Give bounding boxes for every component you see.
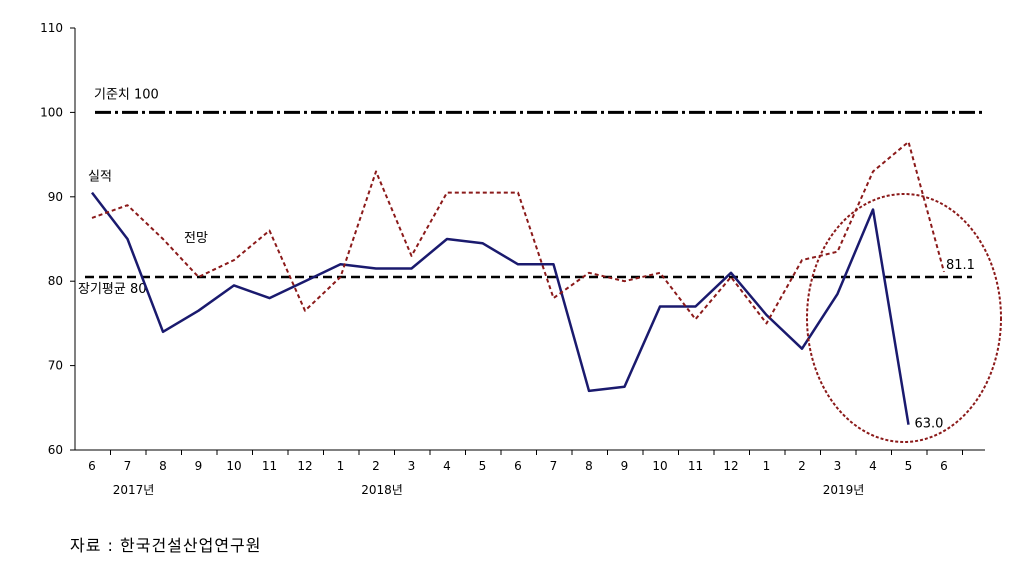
x-tick-label: 6: [940, 459, 948, 473]
year-label: 2018년: [361, 483, 403, 497]
y-axis: 60 70 80 90 100 110: [40, 21, 76, 457]
x-tick-label: 2: [372, 459, 380, 473]
x-tick-label: 11: [262, 459, 277, 473]
reference-lines: 기준치 100 장기평균 80: [78, 87, 982, 297]
x-tick-label: 3: [834, 459, 842, 473]
x-tick-label: 1: [337, 459, 345, 473]
series-line-실적: [91, 191, 910, 425]
x-tick-label: 4: [869, 459, 877, 473]
highlight-ellipse: [806, 193, 1002, 443]
x-tick-label: 6: [514, 459, 522, 473]
x-tick-label: 7: [550, 459, 558, 473]
y-tick-label: 110: [40, 21, 63, 35]
series-label: 전망: [184, 231, 208, 246]
x-tick-label: 6: [88, 459, 96, 473]
x-tick-label: 8: [159, 459, 167, 473]
x-tick-label: 3: [408, 459, 416, 473]
y-tick-label: 60: [48, 443, 63, 457]
year-label: 2017년: [113, 483, 155, 497]
x-tick-label: 11: [688, 459, 703, 473]
x-tick-label: 4: [443, 459, 451, 473]
x-tick-label: 10: [226, 459, 241, 473]
x-tick-label: 12: [297, 459, 312, 473]
x-tick-label: 2: [798, 459, 806, 473]
y-tick-label: 100: [40, 105, 63, 119]
x-tick-label: 5: [905, 459, 913, 473]
x-tick-label: 10: [652, 459, 667, 473]
y-tick-label: 90: [48, 190, 63, 204]
x-tick-label: 8: [585, 459, 593, 473]
annotation-label: 81.1: [946, 258, 975, 273]
x-tick-label: 12: [723, 459, 738, 473]
x-tick-label: 1: [763, 459, 771, 473]
reference-line-label: 기준치 100: [94, 87, 159, 102]
year-label: 2019년: [823, 483, 865, 497]
series-line-전망: [91, 140, 945, 325]
x-tick-label: 9: [621, 459, 629, 473]
y-tick-label: 80: [48, 274, 63, 288]
source-note: 자료 : 한국건설산업연구원: [70, 536, 262, 555]
series-label: 실적: [88, 170, 112, 185]
reference-line-label: 장기평균 80: [78, 282, 147, 297]
x-tick-label: 7: [124, 459, 132, 473]
x-tick-label: 9: [195, 459, 203, 473]
y-tick-label: 70: [48, 359, 63, 373]
annotations: 81.1 63.0: [915, 258, 975, 432]
x-tick-label: 5: [479, 459, 487, 473]
annotation-label: 63.0: [915, 417, 944, 432]
